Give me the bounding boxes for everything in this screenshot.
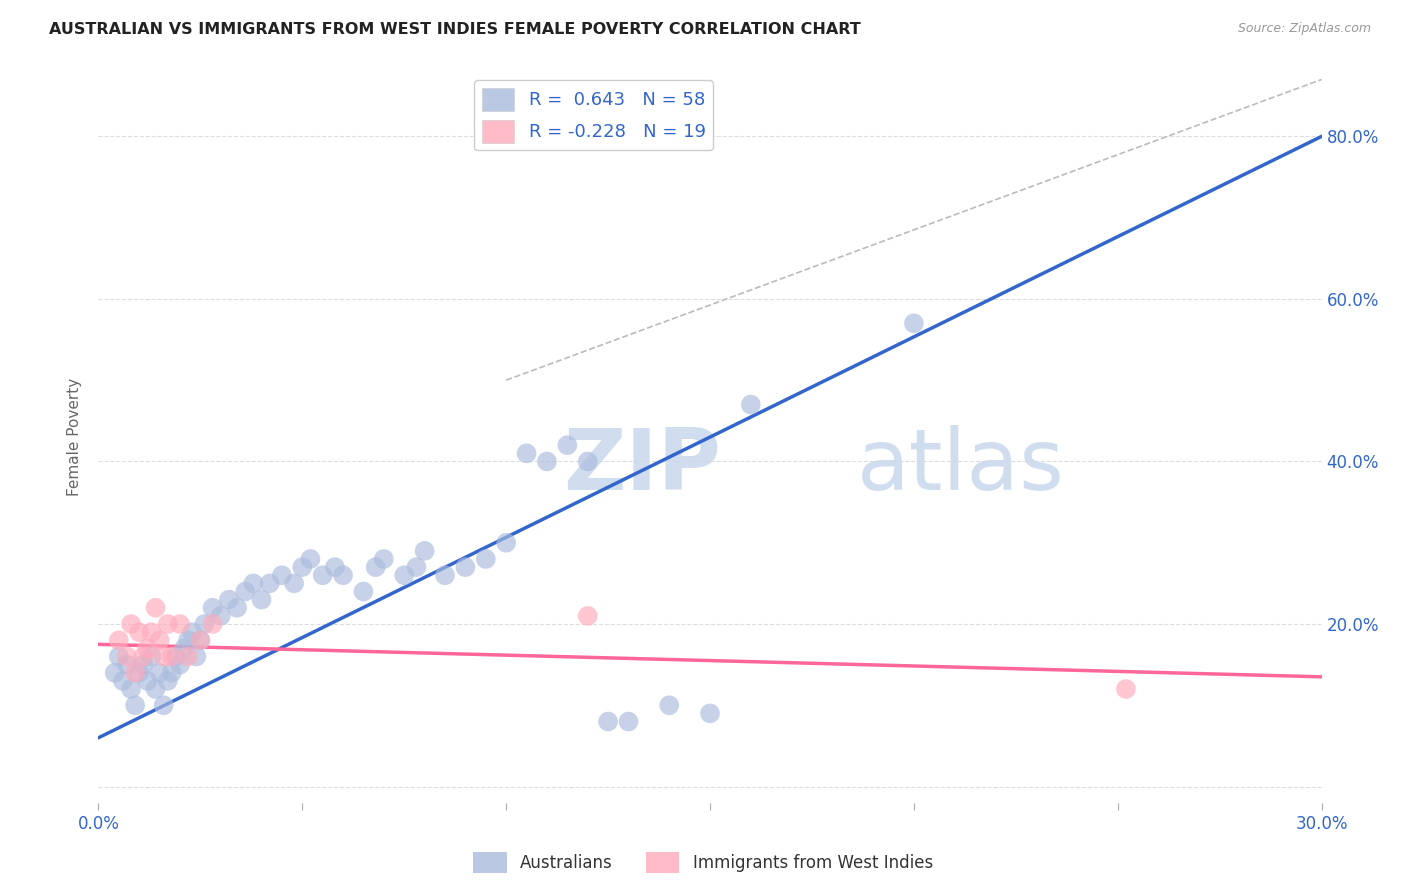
- Point: [156, 617, 179, 632]
- Point: [434, 568, 457, 582]
- Point: [259, 576, 281, 591]
- Point: [145, 681, 167, 696]
- Point: [299, 552, 322, 566]
- Text: atlas: atlas: [856, 425, 1064, 508]
- Point: [226, 600, 249, 615]
- Point: [128, 625, 150, 640]
- Y-axis label: Female Poverty: Female Poverty: [67, 378, 83, 496]
- Point: [495, 535, 517, 549]
- Point: [218, 592, 240, 607]
- Point: [474, 552, 498, 566]
- Point: [181, 625, 204, 640]
- Point: [209, 608, 232, 623]
- Point: [392, 568, 416, 582]
- Point: [598, 714, 620, 729]
- Point: [111, 673, 134, 688]
- Point: [740, 398, 762, 412]
- Point: [242, 576, 264, 591]
- Point: [152, 698, 174, 713]
- Point: [557, 438, 579, 452]
- Point: [536, 454, 558, 468]
- Point: [132, 657, 155, 672]
- Point: [108, 633, 131, 648]
- Point: [658, 698, 681, 713]
- Point: [576, 454, 599, 468]
- Point: [291, 560, 314, 574]
- Point: [617, 714, 640, 729]
- Point: [108, 649, 131, 664]
- Point: [233, 584, 256, 599]
- Point: [373, 552, 395, 566]
- Point: [201, 617, 224, 632]
- Point: [699, 706, 721, 721]
- Point: [115, 649, 138, 664]
- Text: ZIP: ZIP: [564, 425, 721, 508]
- Point: [193, 617, 215, 632]
- Point: [149, 633, 172, 648]
- Point: [312, 568, 335, 582]
- Point: [156, 673, 179, 688]
- Point: [141, 649, 163, 664]
- Point: [323, 560, 346, 574]
- Point: [124, 665, 146, 680]
- Point: [364, 560, 387, 574]
- Point: [136, 673, 159, 688]
- Point: [188, 633, 212, 648]
- Point: [516, 446, 538, 460]
- Point: [283, 576, 305, 591]
- Point: [169, 617, 191, 632]
- Point: [120, 617, 142, 632]
- Point: [352, 584, 374, 599]
- Point: [454, 560, 477, 574]
- Point: [405, 560, 427, 574]
- Point: [149, 665, 172, 680]
- Point: [115, 657, 138, 672]
- Point: [173, 641, 195, 656]
- Point: [413, 544, 436, 558]
- Legend: R =  0.643   N = 58, R = -0.228   N = 19: R = 0.643 N = 58, R = -0.228 N = 19: [474, 80, 713, 150]
- Point: [576, 608, 599, 623]
- Point: [177, 633, 200, 648]
- Point: [104, 665, 127, 680]
- Point: [250, 592, 273, 607]
- Point: [145, 600, 167, 615]
- Point: [332, 568, 354, 582]
- Point: [177, 649, 200, 664]
- Point: [160, 665, 183, 680]
- Text: AUSTRALIAN VS IMMIGRANTS FROM WEST INDIES FEMALE POVERTY CORRELATION CHART: AUSTRALIAN VS IMMIGRANTS FROM WEST INDIE…: [49, 22, 860, 37]
- Point: [136, 641, 159, 656]
- Point: [152, 649, 174, 664]
- Point: [165, 649, 187, 664]
- Text: Source: ZipAtlas.com: Source: ZipAtlas.com: [1237, 22, 1371, 36]
- Legend: Australians, Immigrants from West Indies: Australians, Immigrants from West Indies: [467, 846, 939, 880]
- Point: [120, 681, 142, 696]
- Point: [1115, 681, 1137, 696]
- Point: [160, 649, 183, 664]
- Point: [201, 600, 224, 615]
- Point: [188, 633, 212, 648]
- Point: [186, 649, 208, 664]
- Point: [141, 625, 163, 640]
- Point: [169, 657, 191, 672]
- Point: [270, 568, 294, 582]
- Point: [132, 649, 155, 664]
- Point: [903, 316, 925, 330]
- Point: [124, 698, 146, 713]
- Point: [128, 665, 150, 680]
